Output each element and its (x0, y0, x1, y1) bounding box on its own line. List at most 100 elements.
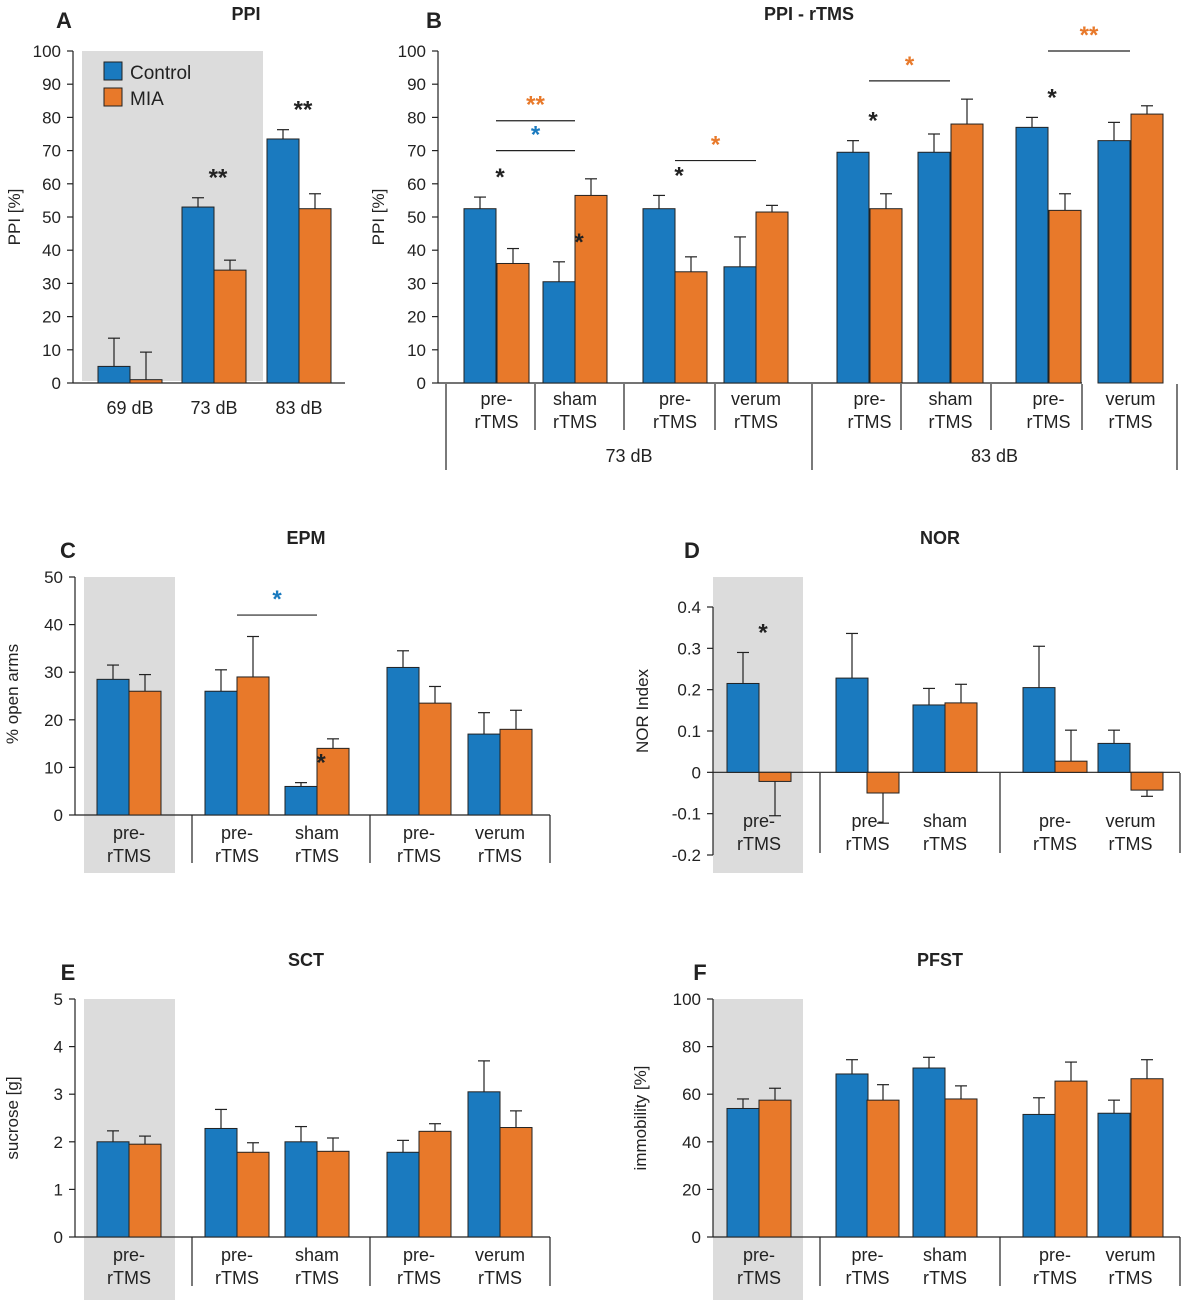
y-tick-label: 60 (407, 175, 426, 194)
bar-mia (236, 1151, 270, 1238)
chart-title: SCT (288, 950, 324, 970)
bar-control (96, 1141, 130, 1238)
y-tick-label: 20 (42, 308, 61, 327)
significance-star: * (758, 619, 768, 646)
category-label-line2: rTMS (653, 412, 697, 432)
y-tick-label: 100 (33, 42, 61, 61)
bar-control (836, 151, 870, 384)
bar-control (97, 365, 131, 384)
y-axis-label: PPI [%] (5, 189, 24, 246)
category-label-line2: rTMS (295, 1268, 339, 1288)
y-tick-label: 1 (54, 1180, 63, 1199)
category-label-line1: sham (923, 1245, 967, 1265)
y-tick-label: 40 (44, 616, 63, 635)
category-label-line1: pre- (743, 1245, 775, 1265)
bar-control (642, 208, 676, 384)
category-label-line1: pre- (851, 811, 883, 831)
category-label-line1: verum (731, 389, 781, 409)
bar-mia (499, 1127, 533, 1238)
bar-control (204, 1127, 238, 1238)
chart-title: PPI (231, 4, 260, 24)
y-tick-label: -0.2 (672, 846, 701, 865)
panel-b: PPI - rTMS B PPI [%] 0 10 20 30 40 50 60 70 80 90 100… (369, 4, 1178, 470)
bar-control (835, 1073, 869, 1238)
bar-control (266, 138, 300, 384)
bar-mia (1130, 771, 1164, 791)
bracket-star: ** (1080, 22, 1099, 49)
bar-mia (1130, 113, 1164, 384)
y-tick-label: 10 (44, 758, 63, 777)
y-tick-label: 70 (42, 142, 61, 161)
bar-mia (866, 771, 900, 794)
bar-mia (950, 123, 984, 384)
group-label: 73 dB (605, 446, 652, 466)
category-label-line2: rTMS (107, 846, 151, 866)
category-label-line2: rTMS (1109, 1268, 1153, 1288)
category-label-line2: rTMS (734, 412, 778, 432)
bar-control (467, 733, 501, 816)
category-label-line2: rTMS (1033, 1268, 1077, 1288)
category-label-line2: rTMS (846, 834, 890, 854)
category-label-line2: rTMS (1109, 834, 1153, 854)
bar-control (1097, 742, 1131, 773)
category-label-line2: rTMS (295, 846, 339, 866)
y-tick-label: 80 (682, 1038, 701, 1057)
y-tick-label: 0.1 (677, 722, 701, 741)
bar-control (1015, 126, 1049, 384)
bar-mia (316, 1150, 350, 1238)
y-tick-label: 10 (407, 341, 426, 360)
significance-star: * (868, 108, 878, 135)
bar-control (912, 1067, 946, 1238)
y-tick-label: 0 (417, 374, 426, 393)
bar-mia (758, 1099, 792, 1238)
bar-mia (1048, 209, 1082, 384)
panel-label: C (60, 538, 76, 563)
significance-star: * (1047, 84, 1057, 111)
bar-mia (213, 269, 247, 384)
bar-control (284, 1141, 318, 1238)
chart-title: PPI - rTMS (764, 4, 854, 24)
y-tick-label: 80 (407, 108, 426, 127)
significance-star: * (316, 750, 326, 777)
y-tick-label: 0 (692, 763, 701, 782)
category-label-line1: verum (1105, 1245, 1155, 1265)
significance-star: * (674, 162, 684, 189)
y-tick-label: 100 (398, 42, 426, 61)
category-label-line2: rTMS (553, 412, 597, 432)
y-tick-label: 90 (407, 75, 426, 94)
bracket-star: ** (526, 92, 545, 119)
significance-star: ** (209, 165, 228, 192)
bar-control (917, 151, 951, 384)
bar-control (1097, 140, 1131, 384)
bar-control (204, 690, 238, 816)
y-tick-label: 3 (54, 1085, 63, 1104)
category-label: 83 dB (275, 398, 322, 418)
category-label: 69 dB (106, 398, 153, 418)
category-label-line1: verum (1105, 389, 1155, 409)
bar-control (96, 678, 130, 816)
significance-star: * (495, 164, 505, 191)
bar-mia (1054, 1080, 1088, 1238)
category-label-line2: rTMS (397, 1268, 441, 1288)
bracket-star: * (711, 132, 721, 159)
panel-label: A (56, 8, 72, 33)
bar-mia (128, 1143, 162, 1238)
bar-control (1022, 687, 1056, 773)
bar-mia (866, 1099, 900, 1238)
bar-mia (869, 208, 903, 384)
bar-control (835, 677, 869, 773)
category-label-line2: rTMS (1033, 834, 1077, 854)
category-label-line1: pre- (113, 823, 145, 843)
category-label-line1: pre- (743, 811, 775, 831)
category-label-line1: pre- (403, 1245, 435, 1265)
category-label-line1: pre- (659, 389, 691, 409)
y-tick-label: 2 (54, 1133, 63, 1152)
bar-mia (944, 702, 978, 773)
bar-mia (944, 1098, 978, 1238)
chart-title: PFST (917, 950, 963, 970)
panel-d: NOR D NOR Index -0.2 -0.1 0 0.1 0.2 0.3 0.4 pre-rT… (633, 528, 1181, 873)
panel-a: PPI A PPI [%] 0 10 20 30 40 50 60 70 80 90 100 69 dB 73… (5, 4, 345, 418)
bar-control (386, 666, 420, 816)
category-label-line1: verum (475, 1245, 525, 1265)
bar-control (726, 1107, 760, 1238)
